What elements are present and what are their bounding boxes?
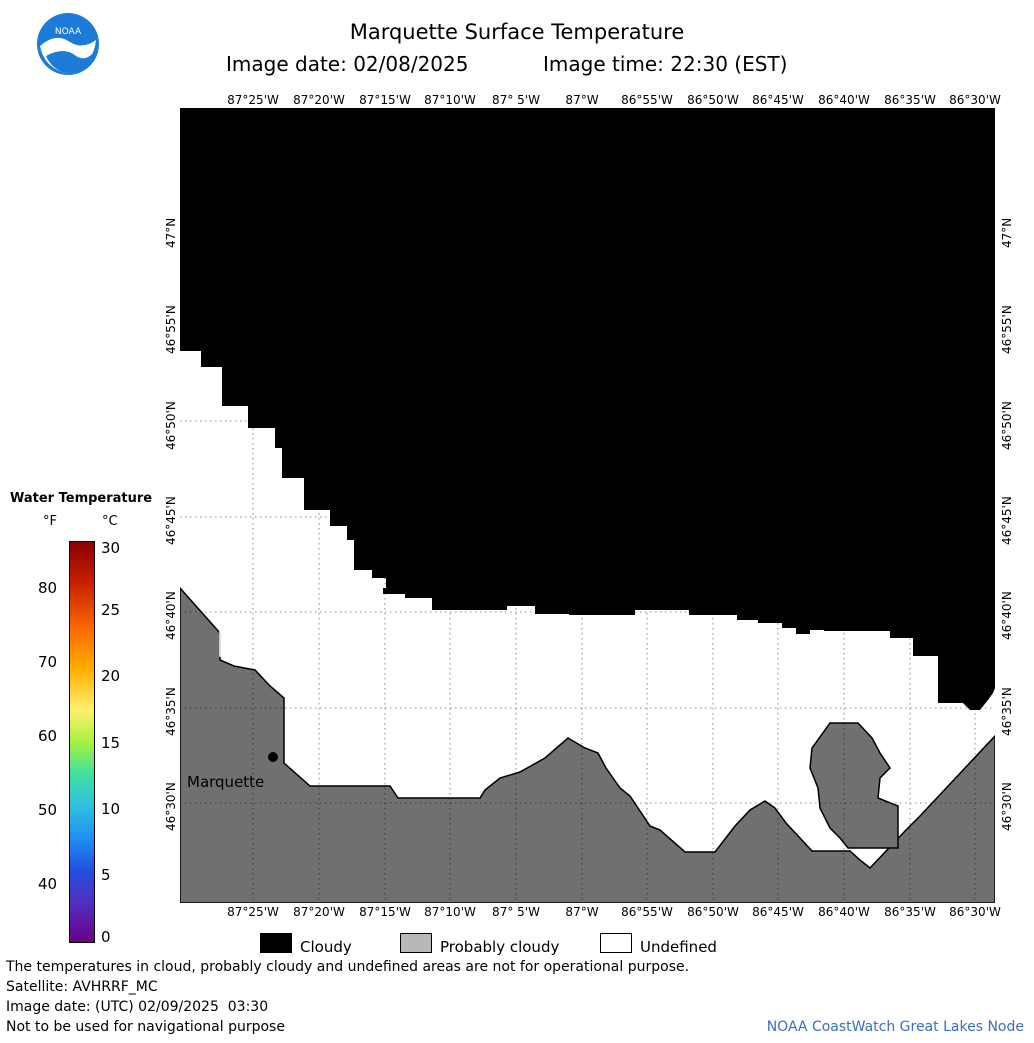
colorbar-c-tick: 5 [101,866,111,884]
lat-label-right: 46°50'N [1000,401,1014,450]
lat-label-right: 46°55'N [1000,305,1014,354]
lon-label-top: 86°30'W [949,93,1001,107]
lon-label-bottom: 87°20'W [293,905,345,919]
noaa-logo: NOAA [36,12,100,76]
legend-label-undefined: Undefined [640,938,717,956]
lat-label-left: 47°N [164,217,178,248]
image-time: Image time: 22:30 (EST) [543,52,788,76]
legend-swatch-probably-cloudy [400,933,432,953]
lon-label-top: 87°W [565,93,599,107]
colorbar-c-tick: 0 [101,928,111,946]
colorbar-c-tick: 15 [101,734,121,752]
colorbar-f-tick: 40 [38,875,58,893]
footer-credit: NOAA CoastWatch Great Lakes Node [766,1019,1024,1035]
lat-label-right: 46°35'N [1000,687,1014,736]
lon-label-bottom: 86°50'W [687,905,739,919]
lon-label-top: 87°20'W [293,93,345,107]
lon-label-top: 86°40'W [818,93,870,107]
legend-label-probably-cloudy: Probably cloudy [440,938,560,956]
legend-swatch-cloudy [260,933,292,953]
footer-note: The temperatures in cloud, probably clou… [6,959,690,975]
lon-label-top: 87° 5'W [492,93,540,107]
footer-satellite: Satellite: AVHRRF_MC [6,979,158,995]
lat-label-right: 47°N [1000,217,1014,248]
colorbar-c-tick: 25 [101,601,121,619]
lat-label-left: 46°40'N [164,591,178,640]
probably-cloudy-land [180,586,995,903]
lat-label-left: 46°55'N [164,305,178,354]
colorbar-c-tick: 20 [101,667,121,685]
colorbar-title: Water Temperature [10,491,153,506]
legend-swatch-undefined [600,933,632,953]
lon-label-bottom: 87°10'W [424,905,476,919]
colorbar-unit-c: °C [102,514,118,529]
lon-label-bottom: 87°25'W [227,905,279,919]
lat-label-left: 46°30'N [164,782,178,831]
map-title: Marquette Surface Temperature [349,20,685,44]
marquette-marker [268,752,278,762]
lon-label-bottom: 86°40'W [818,905,870,919]
lat-lon-grid [180,108,995,903]
city-label: Marquette [187,773,265,791]
colorbar-c-tick: 30 [101,539,121,557]
lat-label-right: 46°40'N [1000,591,1014,640]
lon-label-top: 87°15'W [359,93,411,107]
colorbar-f-tick: 70 [38,653,58,671]
footer-nav-warning: Not to be used for navigational purpose [6,1019,285,1035]
svg-text:NOAA: NOAA [55,27,82,37]
cloudy-area [180,108,995,710]
legend-label-cloudy: Cloudy [300,938,352,956]
lon-label-bottom: 87°W [565,905,599,919]
lat-label-right: 46°45'N [1000,496,1014,545]
lon-label-bottom: 86°35'W [884,905,936,919]
lon-label-top: 86°50'W [687,93,739,107]
lon-label-top: 86°55'W [621,93,673,107]
lon-label-top: 87°25'W [227,93,279,107]
lon-label-top: 87°10'W [424,93,476,107]
colorbar-unit-f: °F [43,514,57,529]
image-date: Image date: 02/08/2025 [226,52,469,76]
lon-label-top: 86°35'W [884,93,936,107]
map-canvas [180,108,995,903]
colorbar-c-tick: 10 [101,800,121,818]
lon-label-bottom: 87° 5'W [492,905,540,919]
lon-label-bottom: 87°15'W [359,905,411,919]
lat-label-left: 46°50'N [164,401,178,450]
colorbar-f-tick: 80 [38,579,58,597]
lat-label-right: 46°30'N [1000,782,1014,831]
inland-probably-cloudy [809,722,899,849]
lon-label-bottom: 86°30'W [949,905,1001,919]
colorbar [69,541,95,943]
lat-label-left: 46°45'N [164,496,178,545]
colorbar-f-tick: 50 [38,801,58,819]
lon-label-bottom: 86°45'W [752,905,804,919]
footer-utc-date: Image date: (UTC) 02/09/2025 03:30 [6,999,269,1015]
lat-label-left: 46°35'N [164,687,178,736]
lon-label-bottom: 86°55'W [621,905,673,919]
lon-label-top: 86°45'W [752,93,804,107]
colorbar-f-tick: 60 [38,727,58,745]
